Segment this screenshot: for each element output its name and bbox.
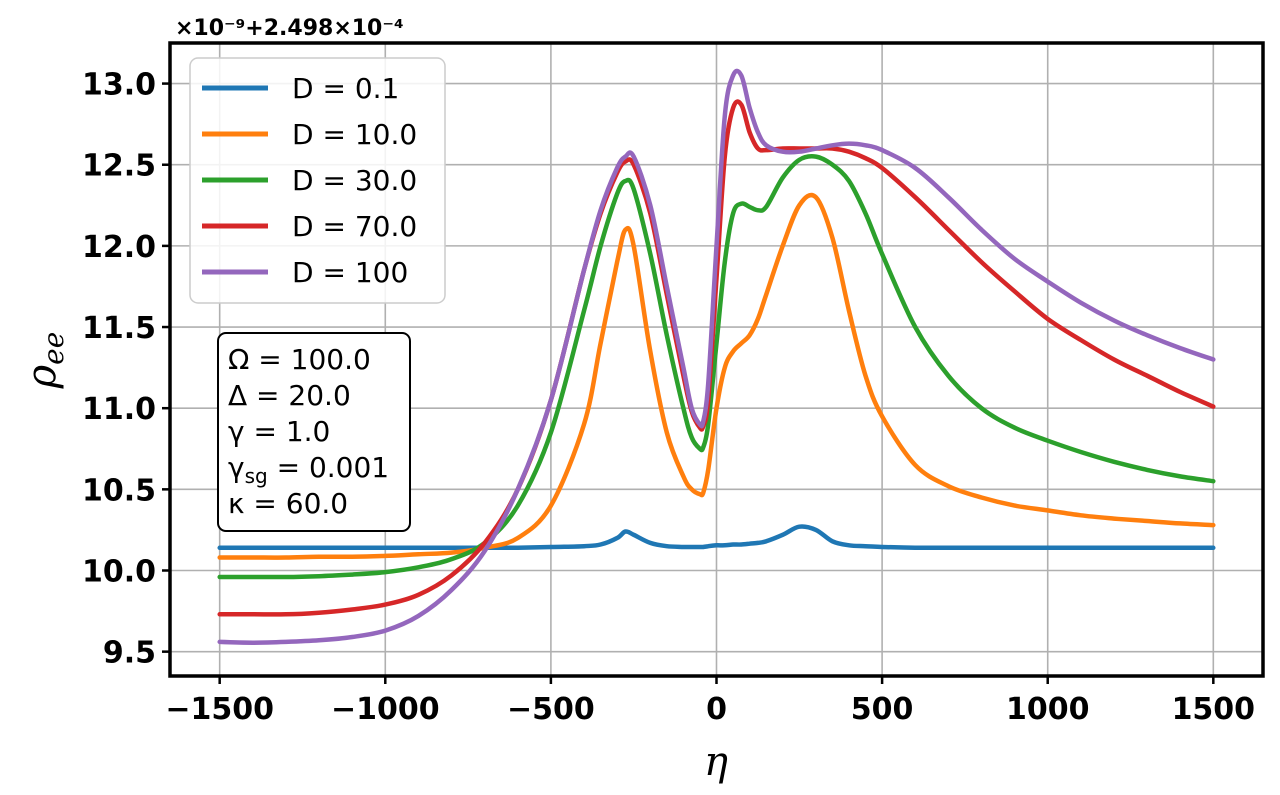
- parameter-annotation: Ω = 100.0 Δ = 20.0 γ = 1.0 γsg = 0.001 κ…: [217, 332, 411, 532]
- legend-label-2: D = 10.0: [292, 118, 417, 151]
- param-delta: Δ = 20.0: [228, 379, 351, 412]
- series-line-2: [217, 192, 1216, 560]
- x-tick-label: −500: [507, 692, 595, 727]
- series-layer: [217, 68, 1216, 645]
- axis-offset-label: ×10⁻⁹+2.498×10⁻⁴: [175, 16, 404, 41]
- x-tick-label: −1000: [331, 692, 440, 727]
- legend-label-4: D = 70.0: [292, 210, 417, 243]
- legend: D = 0.1 D = 10.0 D = 30.0 D = 70.0 D = 100: [189, 57, 446, 304]
- y-tick-label: 12.5: [82, 149, 156, 184]
- param-gamma-sg-sub: sg: [245, 464, 268, 488]
- y-axis-label-main: ρ: [19, 364, 65, 389]
- param-kappa: κ = 60.0: [228, 487, 348, 520]
- y-tick-label: 10.0: [82, 555, 156, 590]
- y-tick-label: 11.5: [82, 311, 156, 346]
- y-axis-label: ρee: [19, 332, 70, 390]
- param-gamma-sg: γsg = 0.001: [228, 451, 389, 488]
- y-tick-label: 11.0: [82, 392, 156, 427]
- series-line-5: [217, 68, 1216, 645]
- ticks: −1500 −1000 −500 0 500 1000 1500 9.5 10.0 10.5 11.…: [82, 68, 1255, 727]
- y-tick-label: 12.0: [82, 230, 156, 265]
- param-omega: Ω = 100.0: [228, 343, 371, 376]
- param-gamma: γ = 1.0: [228, 415, 330, 448]
- y-tick-label: 13.0: [82, 68, 156, 103]
- legend-label-1: D = 0.1: [292, 72, 399, 105]
- y-axis-label-sub: ee: [37, 332, 70, 365]
- x-tick-label: 0: [706, 692, 727, 727]
- x-tick-label: 1000: [1006, 692, 1090, 727]
- legend-box: [189, 57, 446, 304]
- param-gamma-sg-main: γ: [228, 451, 245, 484]
- parameter-box: [217, 332, 411, 532]
- legend-label-5: D = 100: [292, 256, 408, 289]
- y-tick-label: 10.5: [82, 473, 156, 508]
- x-tick-label: 500: [851, 692, 914, 727]
- x-axis-label: η: [704, 739, 728, 785]
- y-tick-label: 9.5: [103, 636, 156, 671]
- x-tick-label: −1500: [165, 692, 274, 727]
- legend-label-3: D = 30.0: [292, 164, 417, 197]
- param-gamma-sg-value: = 0.001: [268, 451, 389, 484]
- x-tick-label: 1500: [1172, 692, 1256, 727]
